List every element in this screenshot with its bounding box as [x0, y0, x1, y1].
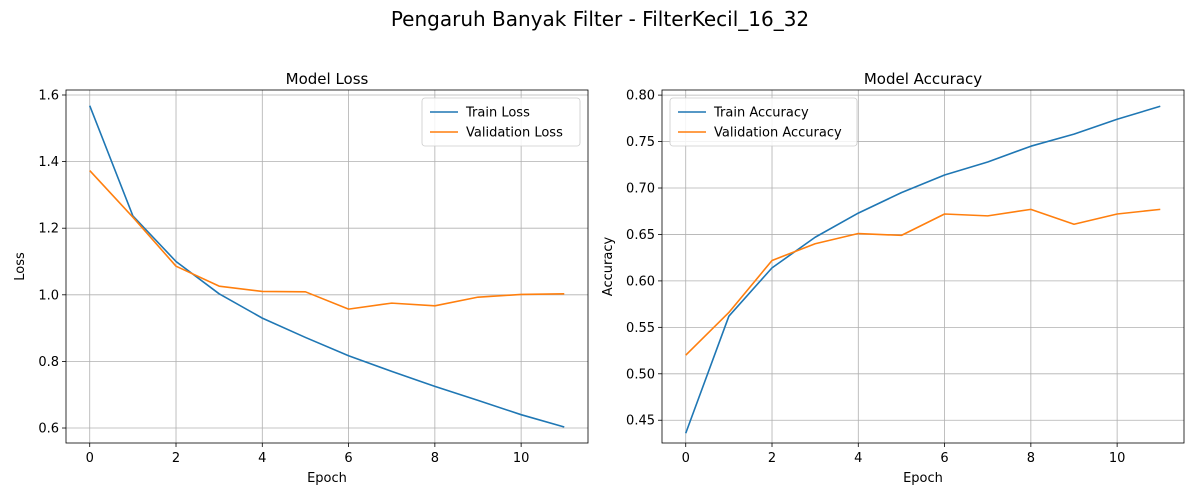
chart2-ylabel: Accuracy — [601, 237, 616, 297]
chart2-y-tick-label: 0.65 — [626, 228, 655, 243]
chart1-x-tick-label: 8 — [431, 451, 439, 466]
chart1-y-tick-label: 1.6 — [38, 88, 59, 103]
chart1-axes: Model Loss 0 2 4 6 8 10 0.6 0.8 1.0 1.2 1.4 1.6 Epoch… — [13, 70, 589, 486]
chart2-legend-label: Validation Accuracy — [714, 126, 842, 141]
chart2-legend: Train Accuracy Validation Accuracy — [669, 97, 858, 147]
chart2-y-tick-label: 0.55 — [626, 321, 655, 336]
chart1-y-tick-label: 0.6 — [38, 422, 59, 437]
chart1-y-tick-label: 1.0 — [38, 288, 59, 303]
chart1-y-tick-label: 1.4 — [38, 155, 59, 170]
chart2-x-tick-label: 4 — [854, 451, 862, 466]
chart1-series-validation-line — [89, 170, 565, 310]
chart2-legend-box — [669, 97, 858, 147]
chart2-plot-frame — [661, 89, 1185, 444]
chart1-legend-label: Validation Loss — [466, 126, 563, 141]
chart2-title: Model Accuracy — [864, 70, 982, 88]
chart2-x-tick-label: 10 — [1109, 451, 1126, 466]
chart1-legend-box — [421, 97, 581, 147]
chart1-series-train-line — [88, 105, 565, 428]
chart2-x-tick-label: 2 — [768, 451, 776, 466]
figure-suptitle: Pengaruh Banyak Filter - FilterKecil_16_… — [391, 7, 809, 31]
chart2-y-tick-label: 0.75 — [626, 135, 655, 150]
chart1-legend-label: Train Loss — [465, 106, 530, 121]
chart2-x-tick-label: 0 — [682, 451, 690, 466]
chart1-x-tick-label: 10 — [513, 451, 530, 466]
chart1-x-tick-label: 6 — [344, 451, 352, 466]
chart2-y-tick-label: 0.60 — [626, 274, 655, 289]
chart1-ylabel: Loss — [13, 252, 28, 281]
chart1-legend: Train Loss Validation Loss — [421, 97, 581, 147]
chart2-y-tick-label: 0.80 — [626, 89, 655, 104]
chart2-y-tick-label: 0.70 — [626, 182, 655, 197]
chart2-x-tick-label: 6 — [940, 451, 948, 466]
chart2-x-tick-label: 8 — [1027, 451, 1035, 466]
chart2-xlabel: Epoch — [903, 471, 943, 486]
chart1-title: Model Loss — [286, 70, 369, 88]
chart2-legend-label: Train Accuracy — [713, 106, 809, 121]
chart1-x-tick-label: 4 — [258, 451, 266, 466]
chart1-xlabel: Epoch — [307, 471, 347, 486]
chart2-axes: Model Accuracy 0 2 4 6 8 10 0.45 0.50 0.55 0.60 0.6… — [601, 70, 1185, 486]
chart1-x-tick-label: 2 — [172, 451, 180, 466]
chart1-y-tick-label: 1.2 — [38, 222, 59, 237]
chart1-x-tick-label: 0 — [86, 451, 94, 466]
chart2-y-tick-label: 0.45 — [626, 414, 655, 429]
chart1-plot-frame — [65, 89, 589, 444]
chart1-y-tick-label: 0.8 — [38, 355, 59, 370]
chart2-y-tick-label: 0.50 — [626, 367, 655, 382]
chart2-series-validation-line — [685, 208, 1161, 356]
chart2-series-train-line — [684, 105, 1161, 434]
